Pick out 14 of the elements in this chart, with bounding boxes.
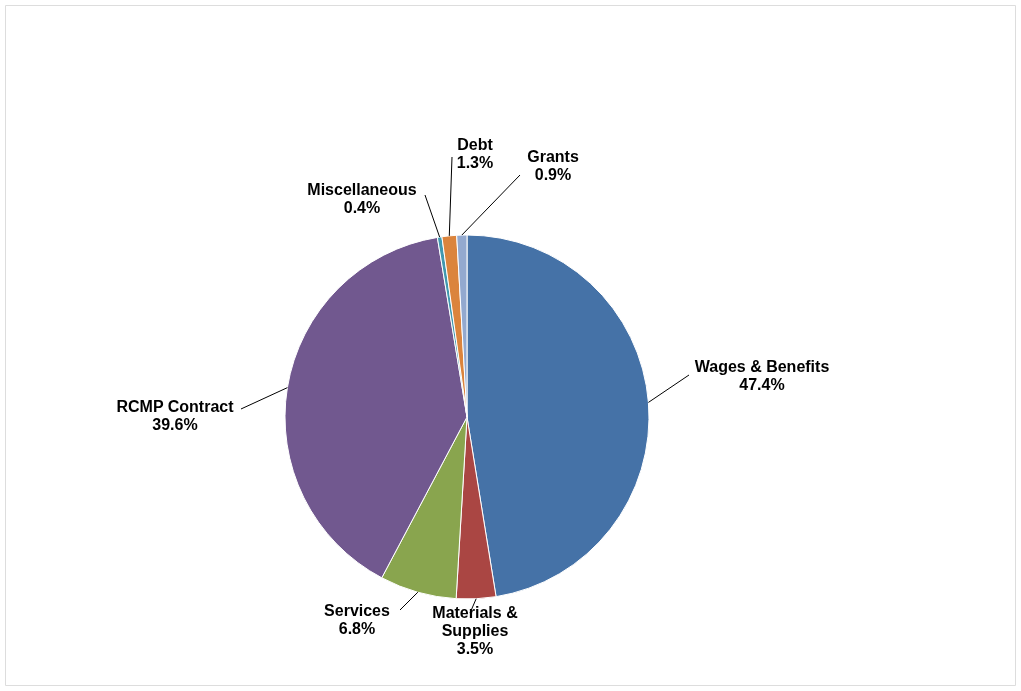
data-label: 3.5% [456, 640, 494, 657]
slice-label: Debt [457, 136, 494, 153]
data-label: 1.3% [456, 154, 494, 171]
slice-label: Materials & Supplies [432, 604, 519, 639]
data-label: 0.4% [343, 199, 381, 216]
slice-label: RCMP Contract [116, 398, 235, 415]
slice-label: Services [324, 602, 391, 619]
data-label: 0.9% [534, 166, 572, 183]
data-label: 6.8% [338, 620, 376, 637]
slice-label: Miscellaneous [307, 181, 417, 198]
data-label: 47.4% [739, 376, 785, 393]
slice-label: Wages & Benefits [694, 358, 830, 375]
slice-label: Grants [527, 148, 579, 165]
data-label: 39.6% [152, 416, 198, 433]
